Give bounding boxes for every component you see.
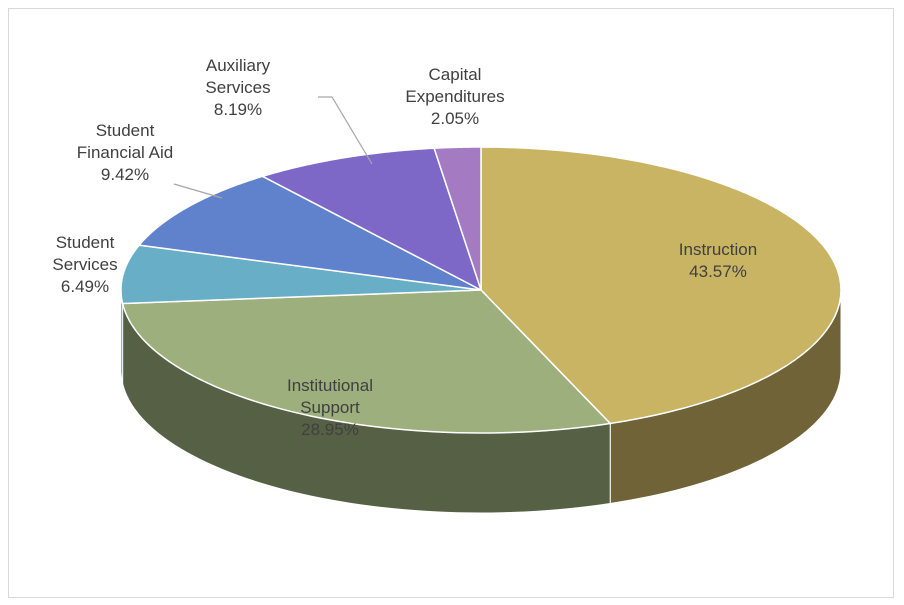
slice (433, 146, 482, 291)
value-label: 6.49% (60, 277, 110, 296)
category-label: Student Services (52, 233, 118, 274)
value-label: 2.05% (430, 109, 480, 128)
category-label: Institutional Support (287, 376, 373, 417)
slice-label: Institutional Support 28.95% (270, 375, 390, 441)
slice (120, 244, 482, 305)
slice-label: Capital Expenditures 2.05% (398, 64, 513, 130)
slice (480, 146, 842, 425)
slice-label: Auxiliary Services 8.19% (193, 55, 283, 121)
slice (121, 289, 612, 434)
leader-line (173, 183, 223, 199)
slice-label: Student Services 6.49% (45, 232, 125, 298)
value-label: 8.19% (213, 100, 263, 119)
leader-line (318, 96, 373, 165)
value-label: 9.42% (100, 165, 150, 184)
value-label: 43.57% (689, 262, 747, 281)
category-label: Auxiliary Services (205, 56, 271, 97)
category-label: Instruction (678, 240, 758, 259)
chart-frame (8, 8, 894, 598)
slice-label: Student Financial Aid 9.42% (65, 120, 185, 186)
value-label: 28.95% (301, 420, 359, 439)
slice-label: Instruction 43.57% (658, 239, 778, 283)
slice (260, 147, 483, 292)
slice (137, 175, 482, 291)
category-label: Student Financial Aid (76, 121, 174, 162)
category-label: Capital Expenditures (405, 65, 505, 106)
